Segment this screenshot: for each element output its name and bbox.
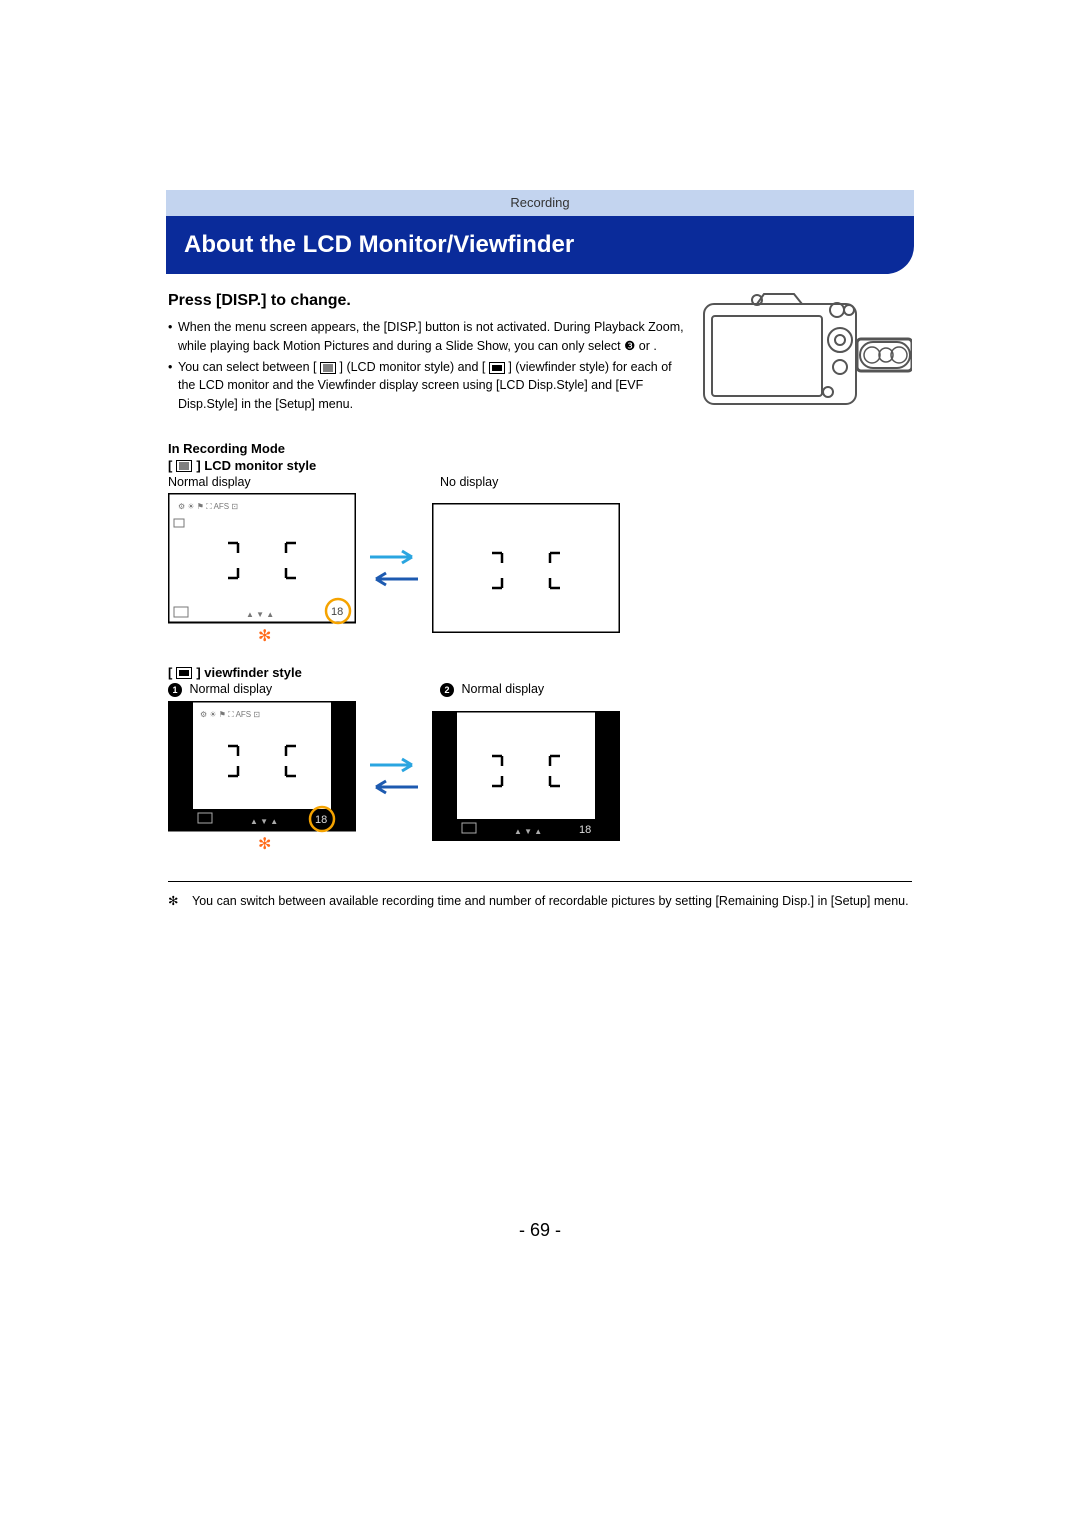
num-2-icon: 2 <box>440 683 454 697</box>
lcd-screen-normal: ⚙ ☀ ⚑ ⛶ AFS ⊡ ▲ ▼ ▲ 18 ✻ <box>168 493 356 643</box>
lcd-fill-icon <box>320 362 336 374</box>
viewfinder-style-heading: [ ] viewfinder style <box>168 665 912 680</box>
viewfinder-box-icon <box>176 667 192 679</box>
vf-label-right: 2 Normal display <box>440 682 700 697</box>
svg-text:✻: ✻ <box>258 628 271 643</box>
footnote: ✻ You can switch between available recor… <box>168 892 912 911</box>
bullet-2-mid: ] (LCD monitor style) and [ <box>340 360 486 374</box>
bullet-1-text: When the menu screen appears, the [DISP.… <box>178 320 684 353</box>
page-number: - 69 - <box>0 1220 1080 1241</box>
lcd-screen-nodisplay <box>432 503 620 633</box>
title-band: About the LCD Monitor/Viewfinder <box>166 216 914 274</box>
svg-text:▲ ▼ ▲: ▲ ▼ ▲ <box>250 817 278 826</box>
bullet-2: You can select between [ ] (LCD monitor … <box>168 358 912 414</box>
count: 18 <box>315 814 327 826</box>
footnote-text: You can switch between available recordi… <box>192 892 909 911</box>
svg-text:▲ ▼ ▲: ▲ ▼ ▲ <box>246 610 274 619</box>
lcd-style-heading: [ ] LCD monitor style <box>168 458 912 473</box>
arrows <box>368 757 420 795</box>
arrows <box>368 549 420 587</box>
count: 18 <box>331 606 343 618</box>
lcd-label-right: No display <box>440 475 700 489</box>
viewfinder-diagram-row: ⚙ ☀ ⚑ ⛶ AFS ⊡ ▲ ▼ ▲ 18 ✻ <box>168 701 912 851</box>
lcd-label-left: Normal display <box>168 475 440 489</box>
bullet-list: When the menu screen appears, the [DISP.… <box>168 318 912 414</box>
category-band: Recording <box>166 190 914 216</box>
svg-text:✻: ✻ <box>258 836 271 851</box>
recording-mode-heading: In Recording Mode <box>168 441 912 456</box>
vf-screen-2: ▲ ▼ ▲ 18 <box>432 711 620 841</box>
bullet-2-prefix: You can select between [ <box>178 360 317 374</box>
footnote-star-icon: ✻ <box>168 892 192 911</box>
status-icons: ⚙ ☀ ⚑ ⛶ AFS ⊡ <box>200 710 260 719</box>
svg-text:▲ ▼ ▲: ▲ ▼ ▲ <box>514 827 542 836</box>
vf-screen-1: ⚙ ☀ ⚑ ⛶ AFS ⊡ ▲ ▼ ▲ 18 ✻ <box>168 701 356 851</box>
count: 18 <box>579 824 591 836</box>
vf-label-right-text: Normal display <box>461 682 544 696</box>
lcd-diagram-row: ⚙ ☀ ⚑ ⛶ AFS ⊡ ▲ ▼ ▲ 18 ✻ <box>168 493 912 643</box>
separator <box>168 881 912 882</box>
lcd-fill-icon <box>176 460 192 472</box>
vf-label-left-text: Normal display <box>189 682 272 696</box>
status-icons: ⚙ ☀ ⚑ ⛶ AFS ⊡ <box>178 502 238 511</box>
num-1-icon: 1 <box>168 683 182 697</box>
bullet-1: When the menu screen appears, the [DISP.… <box>168 318 912 356</box>
viewfinder-box-icon <box>489 362 505 374</box>
vf-label-left: 1 Normal display <box>168 682 440 697</box>
